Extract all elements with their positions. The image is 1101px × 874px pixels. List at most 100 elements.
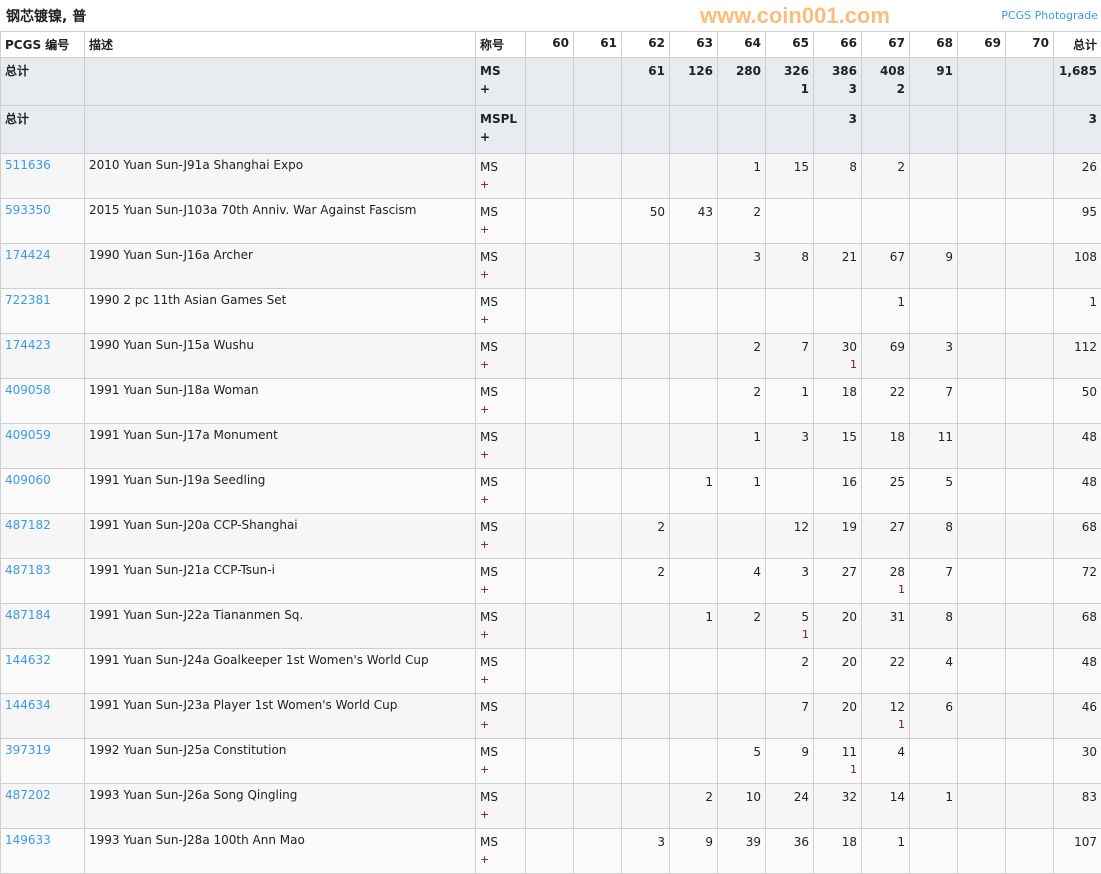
header-grade-62[interactable]: 62 [622,32,670,58]
grade-count[interactable]: 69 [890,340,905,354]
grade-count[interactable]: 20 [842,700,857,714]
grade-count[interactable]: 9 [801,745,809,759]
grade-count[interactable]: 2 [705,790,713,804]
header-grade-61[interactable]: 61 [574,32,622,58]
grade-count[interactable]: 280 [736,64,761,78]
grade-count[interactable]: 1 [897,835,905,849]
grade-count[interactable]: 126 [688,64,713,78]
pcgs-code-link[interactable]: 174423 [5,338,51,352]
grade-count[interactable]: 4 [753,565,761,579]
grade-count[interactable]: 2 [753,205,761,219]
grade-count[interactable]: 19 [842,520,857,534]
header-grade-65[interactable]: 65 [766,32,814,58]
header-designation[interactable]: 称号 [476,32,526,58]
grade-count[interactable]: 32 [842,790,857,804]
grade-count[interactable]: 2 [753,610,761,624]
grade-count[interactable]: 3 [753,250,761,264]
grade-count[interactable]: 20 [842,610,857,624]
header-grade-60[interactable]: 60 [526,32,574,58]
grade-count[interactable]: 24 [794,790,809,804]
grade-count[interactable]: 9 [945,250,953,264]
header-code[interactable]: PCGS 编号 [1,32,85,58]
grade-count[interactable]: 4 [897,745,905,759]
grade-count[interactable]: 2 [753,340,761,354]
header-grade-63[interactable]: 63 [670,32,718,58]
grade-count[interactable]: 8 [801,250,809,264]
grade-count[interactable]: 16 [842,475,857,489]
grade-count[interactable]: 8 [945,610,953,624]
pcgs-code-link[interactable]: 487184 [5,608,51,622]
grade-count[interactable]: 326 [784,64,809,78]
grade-count[interactable]: 7 [801,700,809,714]
pcgs-code-link[interactable]: 144632 [5,653,51,667]
grade-count[interactable]: 91 [936,64,953,78]
plus-count[interactable]: 1 [770,80,809,98]
grade-count[interactable]: 9 [705,835,713,849]
plus-count[interactable]: 1 [770,626,809,644]
grade-count[interactable]: 4 [945,655,953,669]
header-grade-70[interactable]: 70 [1006,32,1054,58]
grade-count[interactable]: 27 [890,520,905,534]
grade-count[interactable]: 12 [794,520,809,534]
plus-count[interactable]: 2 [866,80,905,98]
pcgs-code-link[interactable]: 409058 [5,383,51,397]
pcgs-code-link[interactable]: 174424 [5,248,51,262]
grade-count[interactable]: 1 [897,295,905,309]
grade-count[interactable]: 8 [945,520,953,534]
grade-count[interactable]: 12 [890,700,905,714]
grade-count[interactable]: 3 [801,430,809,444]
plus-count[interactable]: 1 [866,716,905,734]
pcgs-photograde-link[interactable]: PCGS Photograde [1001,9,1098,22]
grade-count[interactable]: 1 [705,475,713,489]
grade-count[interactable]: 408 [880,64,905,78]
plus-count[interactable]: 1 [866,581,905,599]
grade-count[interactable]: 14 [890,790,905,804]
grade-count[interactable]: 36 [794,835,809,849]
grade-count[interactable]: 6 [945,700,953,714]
pcgs-code-link[interactable]: 487202 [5,788,51,802]
grade-count[interactable]: 1 [753,160,761,174]
grade-count[interactable]: 22 [890,655,905,669]
grade-count[interactable]: 21 [842,250,857,264]
header-grade-68[interactable]: 68 [910,32,958,58]
grade-count[interactable]: 67 [890,250,905,264]
grade-count[interactable]: 3 [801,565,809,579]
grade-count[interactable]: 5 [945,475,953,489]
grade-count[interactable]: 8 [849,160,857,174]
grade-count[interactable]: 31 [890,610,905,624]
pcgs-code-link[interactable]: 397319 [5,743,51,757]
grade-count[interactable]: 2 [753,385,761,399]
grade-count[interactable]: 18 [890,430,905,444]
header-grade-69[interactable]: 69 [958,32,1006,58]
grade-count[interactable]: 1 [753,475,761,489]
grade-count[interactable]: 39 [746,835,761,849]
pcgs-code-link[interactable]: 144634 [5,698,51,712]
grade-count[interactable]: 7 [945,385,953,399]
grade-count[interactable]: 11 [842,745,857,759]
header-grade-64[interactable]: 64 [718,32,766,58]
grade-count[interactable]: 20 [842,655,857,669]
plus-count[interactable]: 3 [818,80,857,98]
grade-count[interactable]: 50 [650,205,665,219]
header-grade-67[interactable]: 67 [862,32,910,58]
grade-count[interactable]: 3 [657,835,665,849]
grade-count[interactable]: 11 [938,430,953,444]
pcgs-code-link[interactable]: 487183 [5,563,51,577]
grade-count[interactable]: 7 [801,340,809,354]
pcgs-code-link[interactable]: 149633 [5,833,51,847]
grade-count[interactable]: 61 [648,64,665,78]
grade-count[interactable]: 15 [842,430,857,444]
plus-count[interactable]: 1 [818,356,857,374]
grade-count[interactable]: 1 [801,385,809,399]
grade-count[interactable]: 2 [657,565,665,579]
grade-count[interactable]: 25 [890,475,905,489]
grade-count[interactable]: 2 [897,160,905,174]
grade-count[interactable]: 3 [849,112,857,126]
grade-count[interactable]: 7 [945,565,953,579]
grade-count[interactable]: 18 [842,385,857,399]
header-total[interactable]: 总计 [1054,32,1101,58]
grade-count[interactable]: 2 [801,655,809,669]
grade-count[interactable]: 386 [832,64,857,78]
pcgs-code-link[interactable]: 593350 [5,203,51,217]
grade-count[interactable]: 10 [746,790,761,804]
